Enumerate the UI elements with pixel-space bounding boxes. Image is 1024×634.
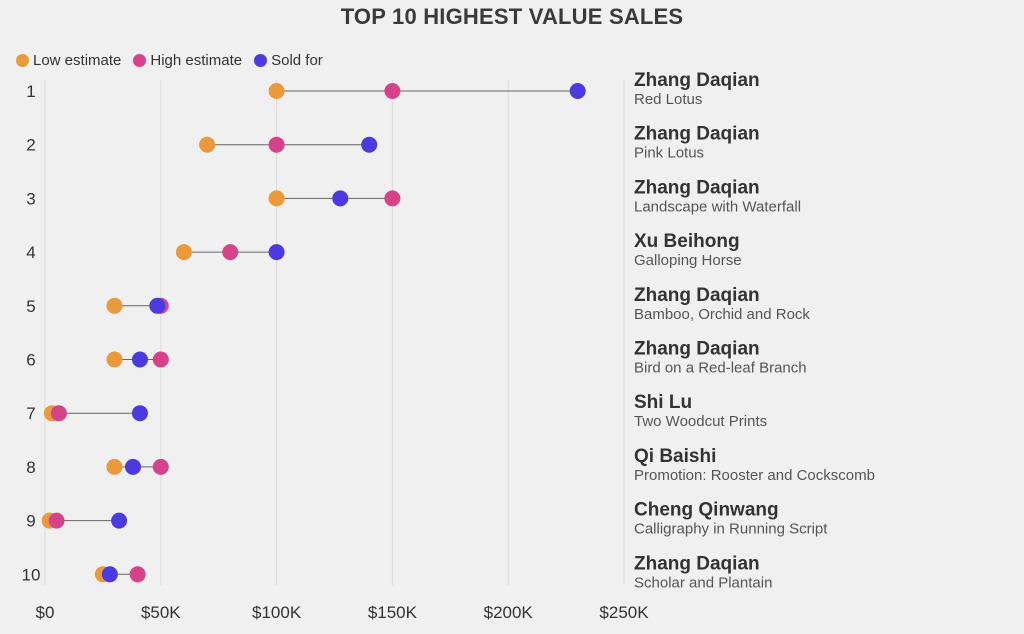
dot-sold-for (268, 244, 285, 261)
x-tick-label: $100K (252, 603, 302, 622)
legend-swatch-high (133, 54, 147, 67)
work-label: Bird on a Red-leaf Branch (634, 360, 807, 377)
artist-label: Cheng Qinwang (634, 500, 779, 521)
rank-label: 7 (26, 404, 35, 423)
artist-label: Zhang Daqian (634, 177, 760, 198)
dot-low-estimate (106, 351, 123, 368)
dot-sold-for (332, 190, 349, 207)
dot-sold-for (111, 512, 128, 529)
dot-high-estimate (152, 351, 169, 368)
dot-sold-for (101, 566, 118, 583)
artist-label: Qi Baishi (634, 446, 716, 467)
rank-label: 5 (26, 297, 35, 316)
rank-label: 1 (26, 82, 35, 101)
dot-high-estimate (222, 244, 239, 261)
work-label: Bamboo, Orchid and Rock (634, 306, 810, 323)
dot-low-estimate (106, 458, 123, 475)
legend-item-low: Low estimate (16, 52, 121, 69)
dot-high-estimate (50, 405, 67, 422)
work-label: Scholar and Plantain (634, 574, 772, 591)
grid-layer (44, 80, 625, 585)
x-tick-label: $50K (141, 603, 181, 622)
dot-high-estimate (268, 136, 285, 153)
rank-label: 2 (26, 136, 35, 155)
dot-low-estimate (268, 190, 285, 207)
rank-label: 3 (26, 189, 35, 208)
dot-sold-for (125, 458, 142, 475)
artist-label: Xu Beihong (634, 231, 740, 252)
dot-high-estimate (129, 566, 146, 583)
legend-label-low: Low estimate (33, 52, 122, 69)
rank-label: 10 (22, 565, 41, 584)
legend-swatch-sold (254, 54, 268, 67)
legend-item-sold: Sold for (254, 52, 323, 69)
dot-high-estimate (384, 190, 401, 207)
artist-label: Shi Lu (634, 392, 692, 413)
work-label: Pink Lotus (634, 145, 704, 162)
legend-label-high: High estimate (150, 52, 243, 69)
work-label: Landscape with Waterfall (634, 198, 801, 215)
legend-swatch-low (16, 54, 29, 67)
x-axis: $0 $50K $100K $150K $200K $250K (36, 603, 650, 622)
rank-label: 4 (26, 243, 35, 262)
x-tick-label: $150K (368, 603, 418, 622)
dot-sold-for (361, 136, 378, 153)
dot-low-estimate (268, 83, 285, 99)
work-label: Red Lotus (634, 91, 702, 108)
dot-sold-for (149, 297, 166, 314)
chart-title: TOP 10 HIGHEST VALUE SALES (340, 4, 684, 29)
dot-low-estimate (199, 136, 216, 153)
artist-label: Zhang Daqian (634, 124, 760, 145)
rank-label: 6 (26, 351, 35, 370)
x-tick-label: $250K (599, 603, 649, 622)
legend-label-sold: Sold for (271, 52, 323, 69)
work-label: Galloping Horse (634, 252, 742, 269)
rank-label: 9 (26, 512, 35, 531)
artist-label: Zhang Daqian (634, 70, 760, 91)
work-label: Calligraphy in Running Script (634, 521, 828, 538)
dot-low-estimate (175, 244, 192, 261)
dot-sold-for (131, 351, 148, 368)
legend: Low estimate High estimate Sold for (16, 52, 323, 69)
x-tick-label: $200K (484, 603, 534, 622)
artist-label: Zhang Daqian (634, 285, 760, 306)
dot-high-estimate (152, 458, 169, 475)
dot-sold-for (569, 83, 586, 99)
x-tick-label: $0 (36, 603, 55, 622)
dot-high-estimate (384, 83, 401, 99)
legend-item-high: High estimate (133, 52, 242, 69)
artist-label: Zhang Daqian (634, 339, 760, 360)
work-label: Two Woodcut Prints (634, 413, 767, 430)
dot-high-estimate (48, 512, 65, 529)
artist-label: Zhang Daqian (634, 553, 760, 574)
rank-label: 8 (26, 458, 35, 477)
dot-sold-for (131, 405, 148, 422)
work-label: Promotion: Rooster and Cockscomb (634, 467, 875, 484)
dot-low-estimate (106, 297, 123, 314)
